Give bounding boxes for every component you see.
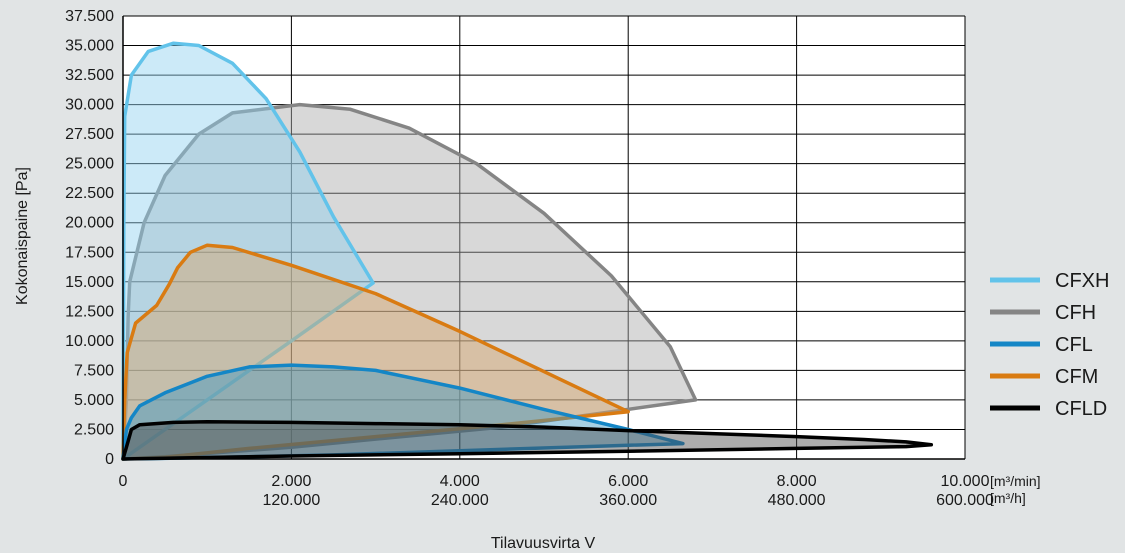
legend: CFXH CFH CFL CFM CFLD [990,270,1109,420]
legend-label-cfh: CFH [1055,302,1096,324]
x-tick-label: 0 [119,473,128,490]
axes [122,16,965,460]
x-tick-label-secondary: 480.000 [768,492,826,509]
y-tick-label: 12.500 [65,303,114,320]
x-tick-label-secondary: 360.000 [599,492,657,509]
y-tick-label: 10.000 [65,333,114,350]
y-tick-label: 27.500 [65,126,114,143]
y-tick-label: 35.000 [65,38,114,55]
y-tick-labels: 0 2.500 5.000 7.500 10.000 12.500 15.000 17.500… [65,8,114,468]
x-tick-label: 8.000 [777,473,817,490]
y-tick-label: 32.500 [65,67,114,84]
legend-label-cfld: CFLD [1055,398,1107,420]
y-tick-label: 7.500 [74,362,114,379]
legend-label-cfl: CFL [1055,334,1093,356]
legend-label-cfxh: CFXH [1055,270,1109,292]
x-tick-label: 2.000 [271,473,311,490]
x-unit-label-1: [m³/min] [990,473,1041,489]
x-tick-label-secondary: 120.000 [262,492,320,509]
y-tick-label: 0 [105,451,114,468]
x-tick-label: 4.000 [440,473,480,490]
plot-background [123,16,965,459]
series-areas [121,41,934,461]
x-tick-label: 6.000 [608,473,648,490]
x-tick-labels: 0 2.000 120.000 4.000 240.000 6.000 360.000 8.0… [119,473,994,509]
y-tick-label: 15.000 [65,274,114,291]
x-tick-label-secondary: 240.000 [431,492,489,509]
y-tick-label: 20.000 [65,215,114,232]
y-axis-title: Kokonaispaine [Pa] [14,167,31,305]
x-tick-label-secondary: 600.000 [936,492,994,509]
x-axis-title: Tilavuusvirta V [491,535,596,552]
y-tick-label: 25.000 [65,156,114,173]
y-tick-label: 22.500 [65,185,114,202]
y-tick-label: 2.500 [74,421,114,438]
y-tick-label: 37.500 [65,8,114,25]
y-tick-label: 17.500 [65,244,114,261]
x-unit-label-2: [m³/h] [990,490,1026,506]
y-tick-label: 5.000 [74,392,114,409]
x-tick-label: 10.000 [941,473,990,490]
y-tick-label: 30.000 [65,97,114,114]
series-area-cfm [121,243,630,461]
legend-label-cfm: CFM [1055,366,1098,388]
series-area-cfld [121,420,934,461]
plot-area [123,16,965,459]
